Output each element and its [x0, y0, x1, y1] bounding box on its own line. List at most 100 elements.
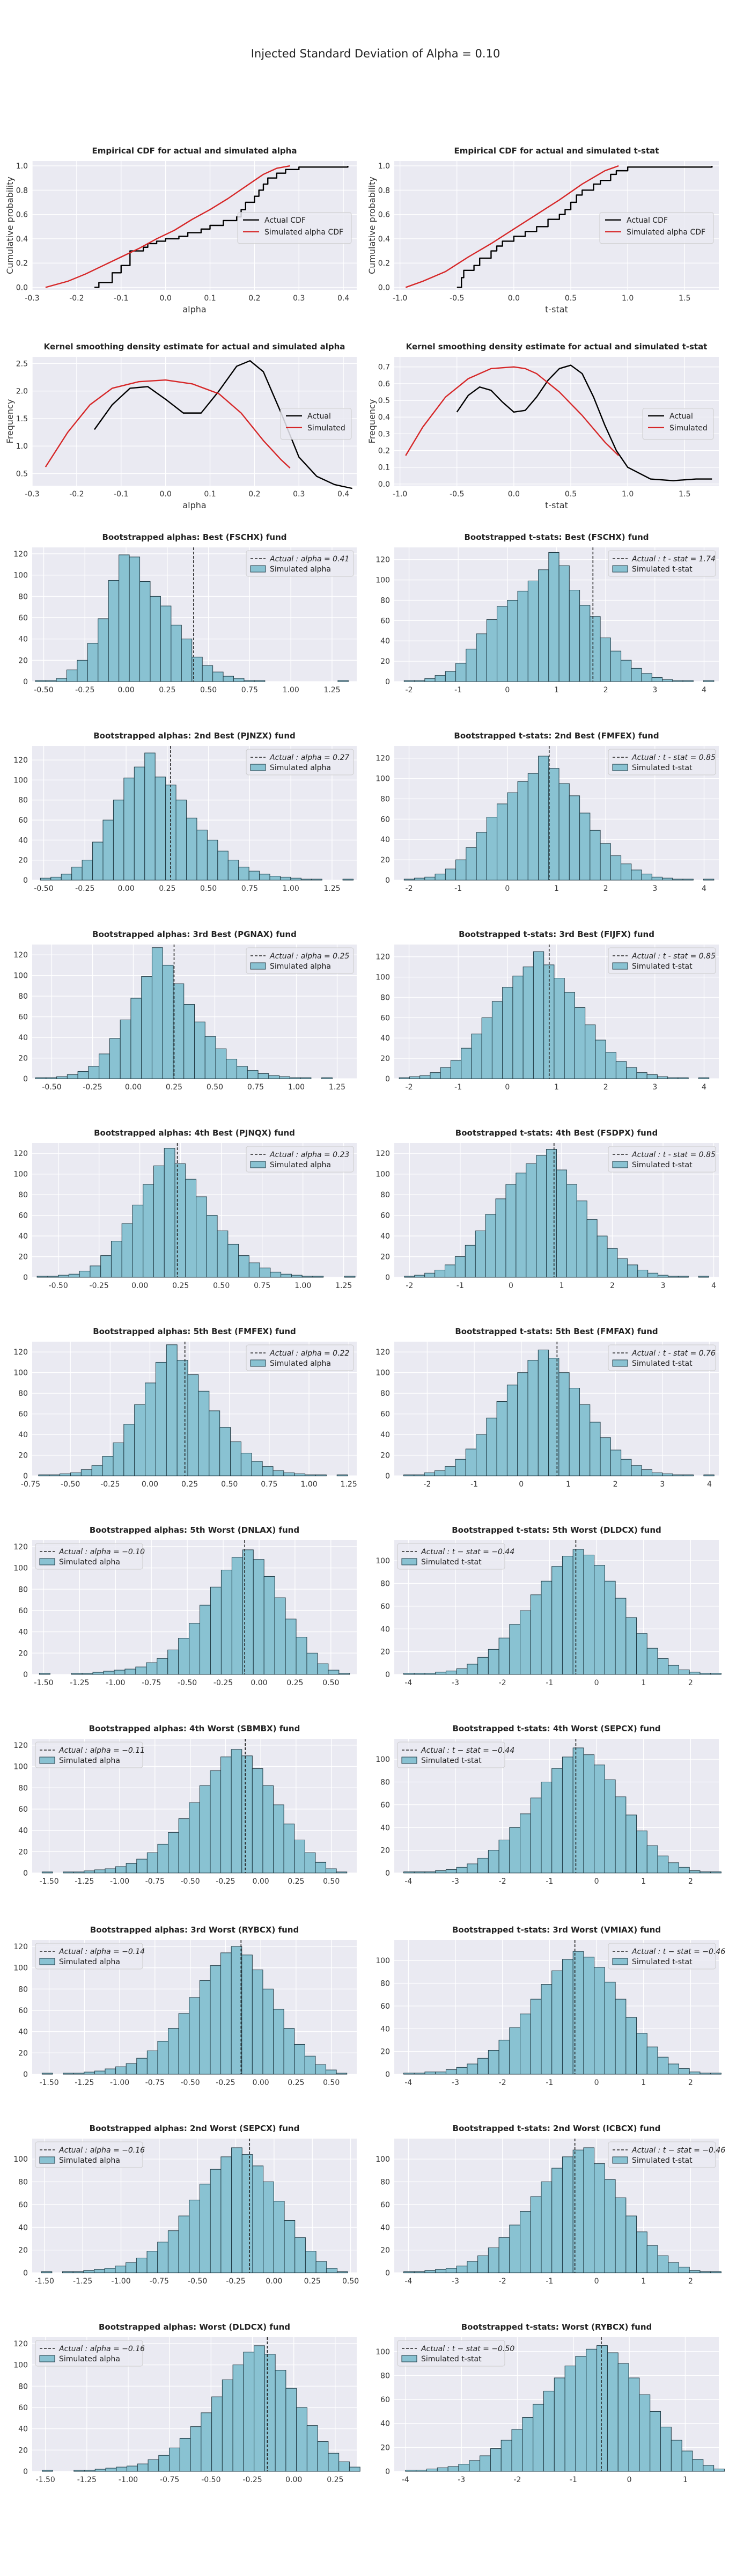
histogram-bar — [517, 1372, 528, 1476]
histogram-bar — [551, 1768, 563, 1874]
histogram-bar — [312, 1276, 324, 1278]
y-tick-label: 100 — [13, 1564, 28, 1573]
y-tick-label: 80 — [18, 1985, 28, 1994]
histogram-bar — [465, 1245, 476, 1278]
histogram-bar — [206, 1215, 218, 1278]
histogram-bar — [639, 2394, 651, 2472]
histogram-bar — [328, 2453, 340, 2472]
y-tick-label: 60 — [18, 614, 28, 623]
histogram-bar — [692, 2459, 704, 2472]
legend: Actual Simulated — [642, 408, 714, 440]
y-tick-label: 0.0 — [378, 283, 390, 292]
y-tick-label: 40 — [380, 637, 390, 646]
histogram-bar — [254, 2345, 265, 2472]
legend-label-simulated: Simulated alpha — [59, 1757, 120, 1765]
histogram-bar — [647, 1272, 659, 1278]
x-tick-label: -0.75 — [145, 2079, 165, 2087]
histogram-bar — [326, 1868, 337, 1874]
legend: Actual : t - stat = 0.85 Simulated t-stat — [608, 1146, 716, 1173]
histogram-bar — [594, 1765, 605, 1874]
histogram-bar — [94, 1869, 106, 1874]
histogram-bar — [574, 1007, 586, 1079]
histogram-bar — [178, 2013, 190, 2075]
x-tick-label: 1 — [641, 2277, 646, 2286]
histogram-bar — [201, 2412, 212, 2472]
histogram-bar — [123, 778, 135, 881]
x-tick-label: 1.25 — [335, 1282, 352, 1290]
histogram-bar — [215, 1048, 227, 1079]
legend-label-actual: Actual : alpha = 0.22 — [269, 1349, 349, 1358]
y-tick-label: 100 — [13, 1170, 28, 1179]
histogram-bar — [583, 1555, 595, 1675]
histogram-bar — [594, 1967, 605, 2075]
histogram-bar — [104, 2268, 116, 2273]
series-line-simulated — [45, 379, 291, 469]
histogram-bar — [579, 813, 591, 881]
histogram-bar — [586, 2348, 598, 2472]
histogram-bar — [617, 1258, 628, 1278]
chart-panel-17: Bootstrapped alphas: 4th Worst (SBMBX) f… — [13, 1724, 357, 1886]
histogram-bar — [321, 1077, 333, 1079]
histogram-bar — [615, 1598, 627, 1675]
histogram-bar — [155, 1362, 167, 1476]
x-tick-label: 0.3 — [293, 294, 305, 303]
histogram-bar — [467, 1863, 478, 1874]
y-tick-label: 0.4 — [16, 235, 28, 244]
histogram-bar — [304, 1852, 316, 1874]
histogram-bar — [610, 650, 622, 682]
x-tick-label: 0.00 — [117, 884, 134, 893]
chart-title: Empirical CDF for actual and simulated a… — [92, 146, 297, 156]
y-tick-label: 0 — [385, 1472, 390, 1481]
histogram-bar — [50, 876, 62, 881]
histogram-bar — [150, 596, 161, 682]
y-tick-label: 80 — [18, 592, 28, 601]
histogram-bar — [682, 680, 694, 682]
y-tick-label: 40 — [380, 2025, 390, 2033]
histogram-bar — [486, 619, 498, 682]
histogram-bar — [67, 1074, 78, 1079]
y-tick-label: 100 — [376, 1369, 390, 1378]
legend: Actual : t − stat = −0.44 Simulated t-sta… — [397, 1543, 514, 1570]
x-tick-label: 0.75 — [254, 1282, 270, 1290]
legend: Actual : t − stat = −0.44 Simulated t-sta… — [397, 1741, 514, 1768]
histogram-bar — [554, 978, 565, 1079]
histogram-bar — [445, 2268, 457, 2273]
histogram-bar — [262, 1466, 274, 1476]
y-tick-label: 100 — [13, 1369, 28, 1378]
y-tick-label: 0 — [23, 1671, 28, 1679]
chart-title: Bootstrapped alphas: 2nd Best (PJNZX) fu… — [93, 731, 296, 741]
histogram-bar — [115, 2265, 127, 2273]
y-tick-label: 0.3 — [378, 430, 390, 438]
histogram-bar — [80, 1469, 92, 1476]
histogram-bar — [517, 781, 528, 881]
histogram-bar — [569, 795, 580, 881]
y-tick-label: 100 — [376, 974, 390, 982]
x-tick-label: -1 — [454, 686, 462, 694]
histogram-bar — [403, 2073, 415, 2075]
y-tick-label: 40 — [380, 2223, 390, 2232]
histogram-bar — [477, 1857, 489, 1874]
histogram-bar — [527, 773, 539, 881]
histogram-bar — [455, 663, 467, 682]
histogram-bar — [121, 1223, 133, 1278]
histogram-bar — [477, 2255, 489, 2273]
histogram-bar — [146, 2050, 158, 2075]
legend-swatch-simulated — [612, 1161, 628, 1168]
legend-label-actual: Actual : t - stat = 0.85 — [631, 1151, 716, 1159]
legend-label-actual: Actual : alpha = −0.14 — [58, 1948, 145, 1956]
x-tick-label: 0.50 — [221, 1480, 238, 1489]
y-tick-label: 20 — [380, 2443, 390, 2452]
histogram-bar — [703, 2465, 715, 2472]
histogram-bar — [600, 843, 611, 881]
x-tick-label: -1 — [546, 1877, 553, 1886]
histogram-bar — [579, 1404, 591, 1476]
y-tick-label: 40 — [380, 1625, 390, 1634]
histogram-bar — [103, 1671, 115, 1675]
y-tick-label: 0.8 — [378, 186, 390, 195]
histogram-bar — [445, 1671, 457, 1675]
histogram-bar — [281, 1274, 292, 1278]
x-tick-label: 1 — [683, 2476, 688, 2484]
histogram-bar — [315, 1862, 327, 1874]
histogram-bar — [583, 2147, 595, 2273]
histogram-bar — [139, 581, 151, 682]
